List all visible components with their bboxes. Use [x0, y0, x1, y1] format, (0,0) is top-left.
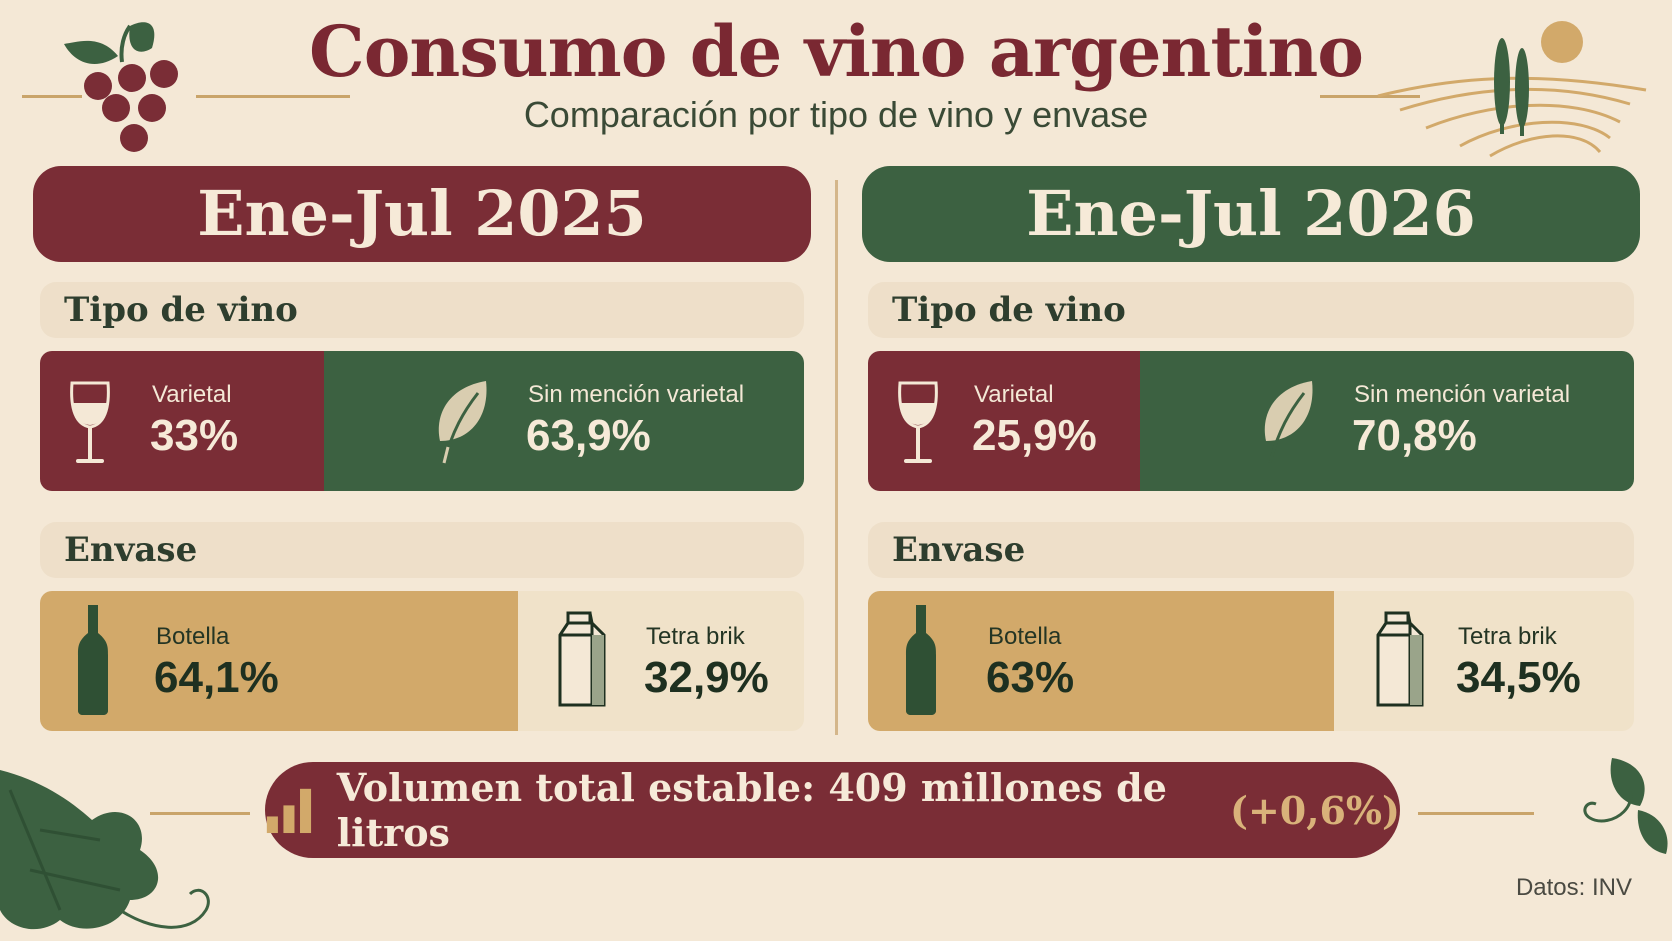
tetra-brik-icon [558, 611, 606, 707]
panel-divider [835, 180, 838, 735]
tetra-value: 34,5% [1456, 653, 1581, 702]
vine-leaf-icon [1583, 758, 1668, 854]
package-card-2026: Botella 63% Tetra brik 34,5% [868, 591, 1634, 731]
leaf-icon [1264, 381, 1313, 464]
grapes-icon [64, 22, 178, 152]
summary-rule-left [150, 812, 250, 815]
vine-leaf-icon [0, 770, 210, 930]
header-rule-left-inner [196, 95, 350, 98]
tetra-value: 32,9% [644, 653, 769, 702]
period-banner-2026: Ene-Jul 2026 [862, 166, 1640, 262]
sin-mencion-value: 63,9% [526, 411, 651, 460]
varietal-label: Varietal [152, 381, 232, 408]
tetra-label: Tetra brik [1458, 623, 1557, 650]
wine-type-card-2025: Varietal 33% Sin mención varietal 63,9% [40, 351, 804, 491]
tetra-segment: Tetra brik 32,9% [518, 591, 804, 731]
tetra-label: Tetra brik [646, 623, 745, 650]
botella-segment: Botella 64,1% [40, 591, 518, 731]
varietal-segment: Varietal 25,9% [868, 351, 1140, 491]
period-banner-2025: Ene-Jul 2025 [33, 166, 811, 262]
total-volume-banner: Volumen total estable: 409 millones de l… [265, 762, 1400, 858]
page-title: Consumo de vino argentino [309, 10, 1364, 93]
tetra-segment: Tetra brik 34,5% [1334, 591, 1634, 731]
bar-chart-icon [266, 788, 312, 834]
varietal-value: 33% [150, 411, 239, 460]
package-heading-2025: Envase [40, 522, 804, 578]
wine-type-card-2026: Varietal 25,9% Sin mención varietal 70,8… [868, 351, 1634, 491]
sin-mencion-value: 70,8% [1352, 411, 1477, 460]
sin-mencion-label: Sin mención varietal [528, 381, 745, 408]
botella-label: Botella [156, 623, 230, 650]
total-volume-change: (+0,6%) [1229, 787, 1400, 833]
botella-value: 63% [986, 653, 1075, 702]
varietal-value: 25,9% [972, 411, 1097, 460]
summary-rule-right [1418, 812, 1534, 815]
botella-segment: Botella 63% [868, 591, 1334, 731]
vineyard-icon [1377, 21, 1647, 158]
varietal-segment: Varietal 33% [40, 351, 324, 491]
wine-type-heading-2025: Tipo de vino [40, 282, 804, 338]
sin-mencion-segment: Sin mención varietal 70,8% [1140, 351, 1634, 491]
header-rule-left [22, 95, 82, 98]
leaf-icon [438, 381, 487, 464]
wine-glass-icon [70, 381, 110, 463]
bottle-icon [906, 605, 936, 715]
package-card-2025: Botella 64,1% Tetra brik 32,9% [40, 591, 804, 731]
header-rule-right [1320, 95, 1420, 98]
botella-value: 64,1% [154, 653, 279, 702]
data-source: Datos: INV [1515, 874, 1632, 901]
sin-mencion-label: Sin mención varietal [1354, 381, 1571, 408]
botella-label: Botella [988, 623, 1062, 650]
tetra-brik-icon [1376, 611, 1424, 707]
bottle-icon [78, 605, 108, 715]
wine-type-heading-2026: Tipo de vino [868, 282, 1634, 338]
total-volume-text: Volumen total estable: 409 millones de l… [336, 765, 1167, 855]
package-heading-2026: Envase [868, 522, 1634, 578]
varietal-label: Varietal [974, 381, 1054, 408]
sin-mencion-segment: Sin mención varietal 63,9% [324, 351, 804, 491]
wine-glass-icon [898, 381, 938, 463]
page-subtitle: Comparación por tipo de vino y envase [523, 94, 1149, 135]
